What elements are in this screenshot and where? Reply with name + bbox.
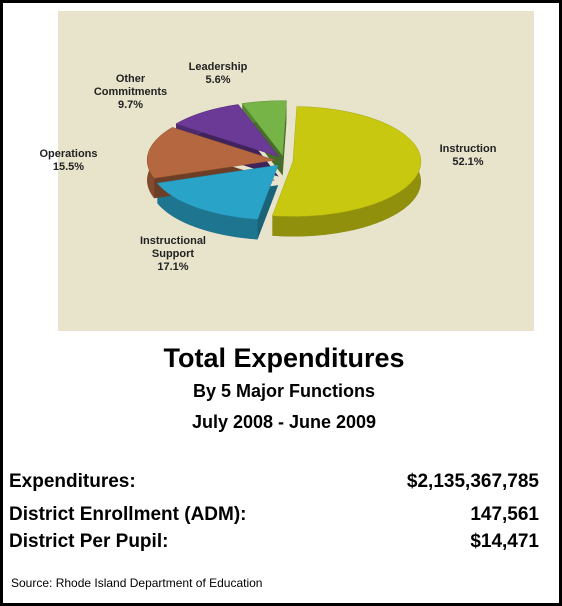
slice-name: Other Commitments [93, 73, 168, 98]
stat-label: District Per Pupil: [9, 531, 169, 552]
title: Total Expenditures [163, 343, 405, 373]
stat-row: Expenditures: $2,135,367,785 [9, 471, 539, 493]
slice [175, 104, 280, 158]
subtitle: By 5 Major Functions [192, 381, 376, 401]
pie-chart [146, 100, 422, 240]
slice-label: Other Commitments 9.7% [88, 73, 173, 112]
stat-value: 147,561 [470, 504, 539, 525]
slice-name: Instruction [439, 143, 497, 155]
slice-wall [157, 183, 258, 240]
slice-percent: 9.7% [117, 99, 144, 111]
slice-label: Leadership 5.6% [178, 61, 258, 87]
stat-value: $14,471 [470, 531, 539, 552]
stat-value: $2,135,367,785 [406, 471, 539, 492]
slice [146, 127, 276, 179]
slice-percent: 15.5% [52, 161, 85, 173]
slice [156, 164, 279, 220]
slice [241, 100, 287, 157]
slice-percent: 17.1% [157, 261, 189, 273]
stat-row: District Per Pupil: $14,471 [9, 531, 539, 553]
stat-row: District Enrollment (ADM): 147,561 [9, 504, 539, 526]
stat-label: District Enrollment (ADM): [9, 504, 247, 525]
slice-label: Instructional Support 17.1% [128, 235, 218, 274]
source: Source: Rhode Island Department of Educa… [11, 576, 263, 590]
slice-name: Instructional Support [139, 235, 206, 260]
slice [271, 106, 422, 217]
slice-label: Operations 15.5% [31, 148, 106, 174]
slice-label: Instruction 52.1% [428, 143, 508, 169]
slice-percent: 5.6% [205, 74, 231, 86]
slice-percent: 52.1% [452, 156, 484, 168]
period: July 2008 - June 2009 [191, 412, 377, 432]
slice-name: Leadership [188, 61, 248, 73]
stat-label: Expenditures: [9, 471, 136, 492]
slice-name: Operations [39, 148, 98, 160]
